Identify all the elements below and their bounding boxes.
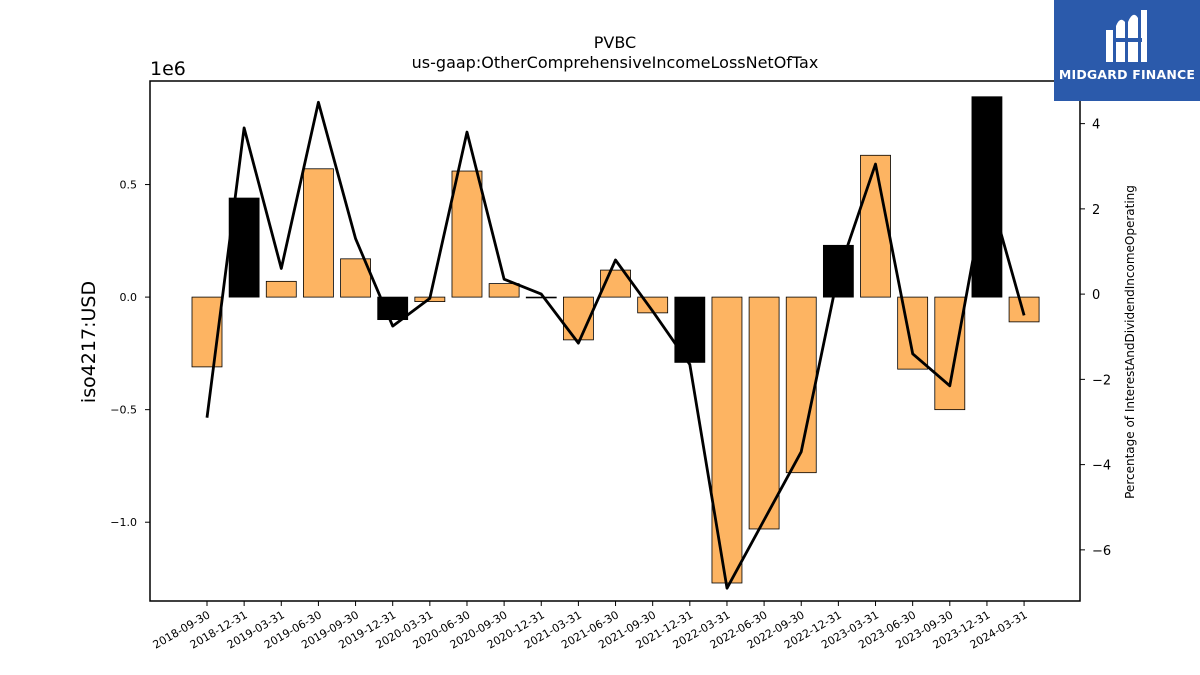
- bar-2022-06-30: [748, 296, 780, 530]
- y2-tick-label: 0: [1092, 288, 1100, 303]
- y2-tick-label: 4: [1092, 118, 1100, 133]
- chart-subtitle: us-gaap:OtherComprehensiveIncomeLossNetO…: [412, 53, 819, 72]
- bar-2019-06-30: [303, 168, 334, 298]
- bar-2020-12-31: [525, 296, 557, 299]
- y2-tick-label: 2: [1092, 203, 1100, 218]
- chart-title: PVBC: [594, 33, 636, 52]
- bar-2023-09-30: [934, 296, 966, 411]
- bar-2024-03-31: [1008, 296, 1040, 323]
- plot-frame: [149, 80, 1081, 602]
- y2-axis-label: Percentage of InterestAndDividendIncomeO…: [1123, 185, 1137, 499]
- y-offset-label: 1e6: [150, 58, 186, 80]
- y-tick-label: −1.0: [110, 516, 137, 529]
- bar-2020-09-30: [488, 283, 520, 298]
- y2-tick-label: −2: [1092, 373, 1111, 388]
- bar-2023-03-31: [860, 154, 891, 298]
- bar-2020-06-30: [451, 170, 483, 298]
- y2-tick-label: −6: [1092, 544, 1111, 559]
- line-series: [205, 100, 1026, 590]
- midgard-finance-logo: MIDGARD FINANCE: [1054, 0, 1200, 101]
- y-tick-label: 0.5: [120, 179, 138, 192]
- logo-text: MIDGARD FINANCE: [1058, 67, 1196, 82]
- bar-2019-03-31: [265, 280, 297, 298]
- y-axis-label: iso4217:USD: [78, 281, 100, 403]
- bar-2023-06-30: [897, 296, 929, 370]
- bar-2021-12-31: [674, 296, 706, 363]
- y2-tick-label: −4: [1092, 459, 1111, 474]
- bar-2019-12-31: [377, 296, 409, 321]
- bar-2022-09-30: [785, 296, 817, 474]
- bar-2023-12-31: [971, 96, 1003, 298]
- y-tick-label: −0.5: [110, 404, 137, 417]
- midgard-logo-icon: [1106, 10, 1147, 62]
- y-tick-label: 0.0: [120, 291, 138, 304]
- bar-2022-03-31: [711, 296, 743, 584]
